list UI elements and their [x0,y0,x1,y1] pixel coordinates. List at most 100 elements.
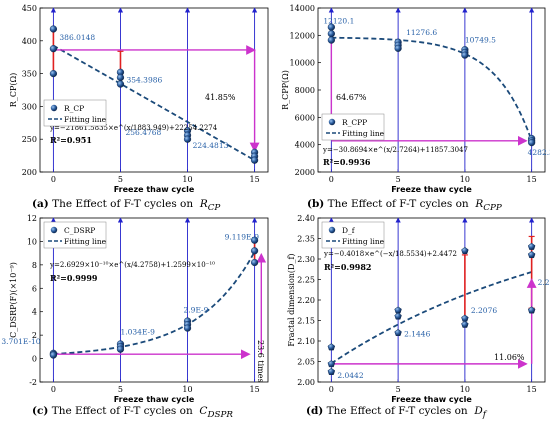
y-tick-label: 10000 [290,59,315,68]
plot-frame [39,217,269,383]
y-tick-label: 2.25 [297,276,315,285]
x-axis-label: Freeze thaw cycle [391,185,472,194]
data-point [250,247,259,255]
data-point [49,69,58,78]
x-tick-label: 0 [51,175,56,184]
x-axis-label: Freeze thaw cycle [391,395,472,404]
data-point [183,135,192,143]
y-tick-label: 2000 [295,168,315,177]
data-point [527,242,536,250]
fit-line [52,44,256,162]
data-label: 354.3986 [126,76,162,85]
y-tick-label: 2.30 [297,255,315,264]
legend-box [43,99,107,127]
data-label: 10749.5 [465,35,496,44]
y-tick-label: 14000 [290,4,315,13]
fit-line [53,251,256,355]
chart-panel-b: 0 5 10 15 2000 4000 6000 8000 10000 12000 14000 Fre… [281,4,550,194]
legend-entry: Fitting line [64,115,107,124]
y-tick-label: 2.10 [297,337,315,346]
fit-r2: R²=0.951 [50,135,92,145]
x-tick-label: 10 [460,385,470,394]
chart-panel-d: 0 5 10 15 2.00 2.05 2.10 2.15 2.20 2.25 2.30 2.35 2.… [287,214,550,404]
legend-entry: Fitting line [64,237,107,246]
data-point [528,139,536,147]
y-tick-label: 450 [22,4,37,13]
y-tick-label: 300 [22,102,37,111]
data-label: 1.034E-9 [120,327,155,336]
y-tick-label: 10 [27,237,37,246]
data-point [49,351,58,359]
y-tick-label: 400 [22,37,37,46]
x-tick-label: 15 [527,175,537,184]
data-label: 224.4813 [193,141,229,150]
change-annotation: 64.67% [336,93,367,102]
data-point [250,156,259,164]
y-tick-label: 12 [27,214,37,223]
data-label: 12120.1 [323,17,354,26]
data-point [116,73,125,82]
y-tick-label: 0 [32,355,37,364]
x-axis-label: Freeze thaw cycle [114,395,195,404]
change-annotation: 23.6 times [256,340,265,383]
y-tick-label: 2.05 [297,358,315,367]
y-tick-label: 2.35 [297,235,315,244]
y-tick-label: 200 [22,168,37,177]
data-label: 2.1446 [404,330,430,339]
legend-marker [328,226,336,234]
y-tick-label: 8 [32,261,37,270]
fit-line [331,36,533,142]
data-point [327,367,336,375]
plot-frame [39,7,269,173]
data-point [327,30,335,38]
data-label: 9.119E-9 [225,233,260,242]
data-point [461,320,469,328]
x-tick-label: 5 [118,175,123,184]
legend-marker [328,118,336,126]
x-tick-label: 5 [396,175,401,184]
x-tick-label: 15 [249,385,259,394]
y-tick-label: 2.15 [297,317,315,326]
legend-marker [50,104,58,112]
data-label: 2.9E-9 [184,306,209,315]
x-axis-label: Freeze thaw cycle [114,185,195,194]
x-tick-label: 10 [460,175,470,184]
legend-box [321,113,385,141]
y-tick-label: 6 [32,284,37,293]
y-axis-label: Fractal dimension(D_f) [287,253,296,346]
legend-entry: C_DSRP [64,226,95,235]
x-tick-label: 10 [182,385,192,394]
data-point [250,258,259,267]
y-axis-label: R_CP(Ω) [9,73,18,107]
data-point [461,246,469,254]
chart-panel-c: 0 5 10 15 -2 0 2 4 6 8 10 12 Freeze thaw cycle C_DSRP… [1,214,269,404]
fit-equation: y=−30.8694×e^(x/2.7264)+11857.3047 [322,146,468,154]
data-point [183,324,192,332]
data-point [49,45,58,53]
data-point [116,345,125,353]
change-annotation: 41.85% [205,93,236,102]
x-tick-label: 5 [396,385,401,394]
x-tick-label: 10 [182,175,192,184]
legend-entry: Fitting line [342,129,385,138]
chart-panel-a: 0 5 10 15 200 250 300 350 400 450 Freeze thaw cycl… [9,4,269,194]
y-tick-label: 2.00 [297,378,315,387]
data-point [327,360,336,368]
y-tick-label: 2.20 [297,296,315,305]
data-point [250,236,259,244]
change-annotation: 11.06% [494,353,525,362]
data-label: 2.0442 [337,371,363,380]
fit-equation: y=−21861.5835×e^(x/1883.949)+22254.2274 [49,124,218,132]
y-tick-label: 350 [22,70,37,79]
data-point [327,36,335,44]
legend-marker [50,226,58,234]
legend-entry: D_f [342,226,356,235]
data-label: 4282.3 [528,148,550,157]
y-tick-label: 4 [32,308,37,317]
y-tick-label: 8000 [295,86,315,95]
data-point [527,306,536,314]
y-tick-label: 2 [32,331,37,340]
caption-c: (c) The Effect of F-T cycles on CDSPR [32,405,233,421]
data-label: 256.4768 [126,128,162,137]
fit-r2: R²=0.9982 [324,262,371,272]
